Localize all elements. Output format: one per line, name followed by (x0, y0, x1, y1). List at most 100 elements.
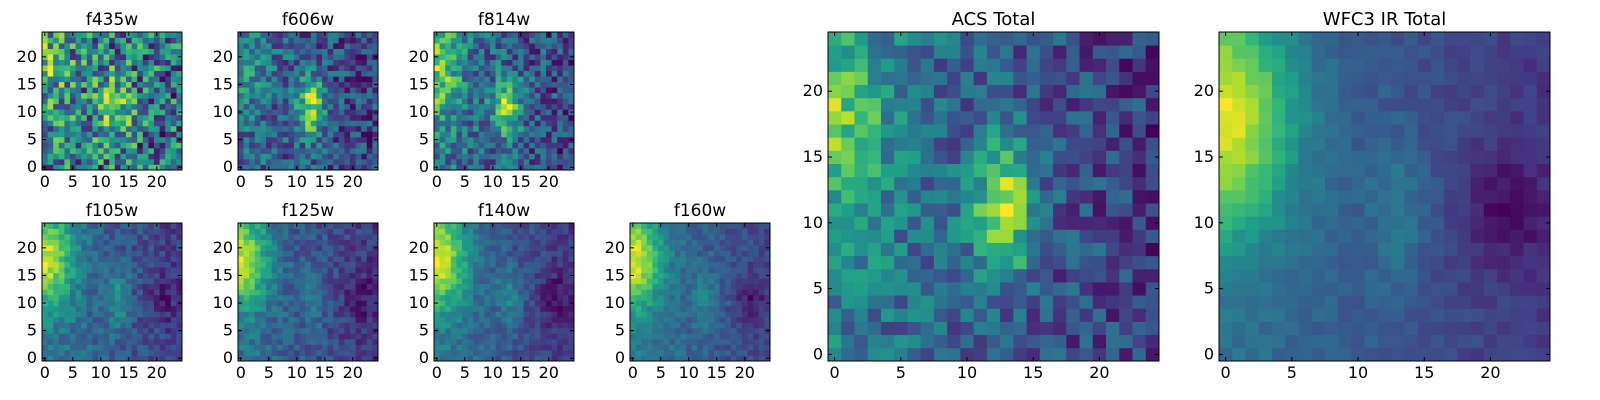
heatmap-cell (725, 300, 732, 307)
heatmap-cell (114, 338, 121, 345)
heatmap-cell (568, 147, 575, 154)
heatmap-cell (462, 338, 468, 345)
heatmap-cell (299, 250, 306, 257)
heatmap-cell (327, 261, 334, 268)
heatmap-cell (730, 355, 737, 362)
heatmap-cell (506, 32, 513, 38)
heatmap-cell (288, 37, 295, 44)
heatmap-cell (120, 289, 127, 296)
heatmap-cell (361, 142, 368, 149)
heatmap-cell (322, 289, 328, 296)
heatmap-cell (456, 103, 463, 110)
heatmap-cell (1132, 255, 1147, 270)
heatmap-cell (462, 311, 468, 318)
heatmap-cell (462, 114, 468, 121)
heatmap-cell (652, 234, 659, 240)
heatmap-cell (478, 344, 485, 351)
heatmap-cell (506, 267, 513, 274)
heatmap-cell (568, 333, 575, 340)
heatmap-cell (42, 120, 48, 127)
heatmap-cell (361, 305, 368, 312)
heatmap-cell (254, 283, 261, 290)
heatmap-cell (652, 338, 659, 345)
heatmap-cell (58, 43, 65, 49)
heatmap-cell (148, 158, 155, 165)
heatmap-cell (714, 234, 720, 240)
heatmap-cell (534, 65, 541, 72)
heatmap-cell (646, 305, 653, 312)
heatmap-cell (562, 261, 569, 268)
heatmap-cell (47, 344, 54, 351)
heatmap-cell (512, 327, 519, 334)
heatmap-cell (484, 48, 491, 55)
heatmap-cell (120, 327, 127, 334)
heatmap-cell (305, 250, 312, 257)
heatmap-cell (1066, 321, 1080, 336)
heatmap-cell (933, 268, 948, 283)
heatmap-cell (120, 349, 127, 356)
heatmap-cell (260, 250, 267, 257)
heatmap-cell (540, 250, 547, 257)
heatmap-cell (322, 250, 328, 257)
heatmap-cell (512, 81, 519, 88)
heatmap-cell (103, 294, 110, 301)
heatmap-cell (725, 338, 732, 345)
heatmap-cell (114, 81, 121, 88)
heatmap-cell (434, 37, 440, 44)
heatmap-cell (254, 114, 261, 121)
heatmap-cell (501, 344, 508, 351)
heatmap-cell (1145, 334, 1160, 349)
heatmap-cell (260, 311, 267, 318)
heatmap-cell (669, 349, 676, 356)
x-tick-label: 20 (147, 363, 167, 382)
heatmap-cell (148, 234, 155, 240)
heatmap-cell (266, 76, 272, 83)
heatmap-cell (635, 289, 642, 296)
heatmap-cell (137, 114, 144, 121)
heatmap-cell (361, 92, 368, 99)
heatmap-cell (361, 267, 368, 274)
heatmap-cell (344, 245, 351, 251)
heatmap-cell (490, 256, 496, 263)
heatmap-cell (557, 239, 564, 246)
heatmap-cell (165, 294, 172, 301)
heatmap-cell (758, 223, 765, 229)
heatmap-cell (736, 344, 743, 351)
heatmap-cell (512, 48, 519, 55)
heatmap-cell (299, 153, 306, 160)
heatmap-cell (310, 300, 317, 307)
heatmap-cell (137, 48, 144, 55)
heatmap-cell (350, 300, 356, 307)
heatmap-cell (523, 344, 530, 351)
heatmap-cell (282, 294, 289, 301)
heatmap-cell (109, 70, 116, 77)
heatmap-cell (243, 54, 250, 60)
heatmap-cell (316, 125, 323, 132)
heatmap-cell (456, 48, 463, 55)
heatmap-cell (708, 261, 715, 268)
heatmap-cell (126, 153, 132, 160)
heatmap-cell (708, 245, 715, 251)
heatmap-cell (333, 32, 340, 38)
heatmap-cell (546, 245, 552, 251)
heatmap-cell (70, 153, 76, 160)
heatmap-cell (310, 311, 317, 318)
heatmap-cell (445, 158, 452, 165)
heatmap-cell (828, 203, 842, 217)
heatmap-cell (333, 267, 340, 274)
heatmap-cell (473, 37, 480, 44)
heatmap-cell (316, 239, 323, 246)
heatmap-cell (456, 54, 463, 60)
heatmap-cell (456, 250, 463, 257)
heatmap-cell (462, 136, 468, 143)
heatmap-cell (495, 131, 502, 138)
heatmap-cell (109, 65, 116, 72)
heatmap-cell (1026, 216, 1041, 230)
heatmap-cell (350, 81, 356, 88)
heatmap-cell (484, 316, 491, 323)
heatmap-cell (1053, 282, 1067, 296)
heatmap-cell (445, 65, 452, 72)
heatmap-cell (294, 327, 300, 334)
heatmap-cell (439, 81, 446, 88)
heatmap-cell (294, 103, 300, 110)
